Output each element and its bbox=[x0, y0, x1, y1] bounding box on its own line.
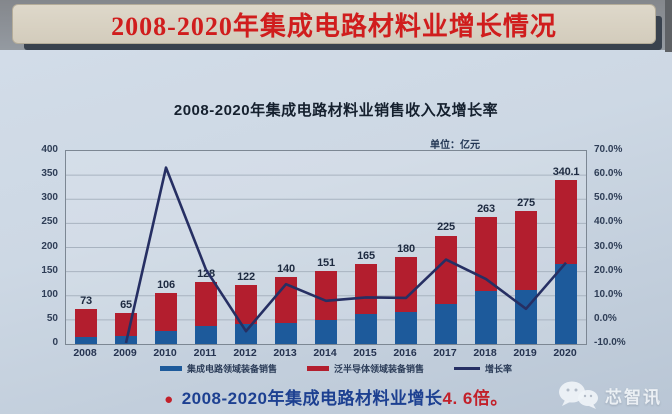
x-axis-label: 2016 bbox=[393, 347, 417, 359]
bar-segment-blue bbox=[315, 319, 337, 344]
legend-item: 泛半导体领域装备销售 bbox=[306, 362, 424, 375]
bar-value-label: 340.1 bbox=[552, 165, 580, 178]
bar-segment-red bbox=[555, 179, 577, 265]
bar-segment-blue bbox=[435, 303, 457, 344]
annotation-text: 2008-2020年集成电路材料业增长 bbox=[181, 389, 443, 408]
bar-value-label: 225 bbox=[437, 221, 455, 234]
bar-segment-red bbox=[275, 276, 297, 323]
y-axis-tick-right: 60.0% bbox=[594, 168, 623, 180]
chat-bubbles-icon bbox=[559, 381, 598, 409]
x-axis-label: 2015 bbox=[353, 347, 377, 359]
bullet-icon: ● bbox=[164, 391, 174, 408]
x-axis-label: 2008 bbox=[73, 347, 97, 359]
y-axis-tick-left: 250 bbox=[41, 216, 58, 228]
growth-rate-line-layer bbox=[124, 166, 567, 344]
x-axis-label: 2011 bbox=[193, 347, 217, 359]
x-axis-label: 2012 bbox=[233, 347, 257, 359]
bar-value-label: 106 bbox=[157, 278, 175, 291]
watermark: 芯智讯 bbox=[558, 380, 662, 410]
bar-value-label: 65 bbox=[120, 298, 132, 311]
y-axis-tick-right: 70.0% bbox=[594, 144, 623, 155]
y-axis-tick-left: 400 bbox=[41, 144, 58, 155]
y-axis-tick-left: 150 bbox=[41, 264, 58, 276]
x-axis-label: 2010 bbox=[153, 347, 177, 359]
bar-segment-blue bbox=[275, 322, 297, 344]
watermark-text: 芯智讯 bbox=[605, 387, 662, 407]
bar-segment-blue bbox=[155, 331, 177, 344]
growth-rate-line bbox=[124, 166, 567, 344]
y-axis-tick-right: 30.0% bbox=[594, 240, 623, 252]
legend-item: 增长率 bbox=[454, 362, 512, 375]
x-axis-label: 2019 bbox=[513, 347, 537, 359]
annotation-highlight: 4. 6倍。 bbox=[442, 389, 508, 408]
slide-title: 2008-2020年集成电路材料业增长情况 bbox=[111, 11, 557, 41]
y-axis-tick-right: 0.0% bbox=[594, 312, 617, 324]
plot-area: 73 65 106 128 122 140 151 165 180 225 263 275 340.1 bbox=[65, 150, 587, 345]
chart-unit-label: 单位：亿元 bbox=[430, 140, 480, 151]
y-axis-tick-right: 10.0% bbox=[594, 288, 623, 300]
legend-swatch-line bbox=[454, 367, 480, 370]
y-axis-tick-left: 300 bbox=[41, 192, 58, 204]
summary-annotation: ● 2008-2020年集成电路材料业增长4. 6倍。 bbox=[0, 384, 672, 409]
y-axis-tick-right: 40.0% bbox=[594, 216, 623, 228]
bar-value-label: 263 bbox=[477, 203, 495, 216]
bar-segment-red bbox=[355, 264, 377, 315]
bar-segment-blue bbox=[195, 325, 217, 344]
bar-segment-red bbox=[475, 217, 497, 291]
slide-title-banner: 2008-2020年集成电路材料业增长情况 bbox=[12, 4, 656, 44]
bar-segment-red bbox=[315, 271, 337, 320]
bar-value-label: 180 bbox=[397, 243, 415, 256]
y-axis-tick-left: 200 bbox=[41, 240, 58, 252]
bar-segment-red bbox=[155, 292, 177, 331]
y-axis-tick-left: 50 bbox=[46, 312, 58, 324]
bar-value-label: 275 bbox=[517, 197, 535, 210]
bar-segment-blue bbox=[235, 323, 257, 344]
legend-swatch-red bbox=[306, 366, 329, 371]
bar-value-label: 151 bbox=[317, 257, 335, 270]
bar-segment-red bbox=[235, 285, 257, 324]
bar-segment-red bbox=[195, 282, 217, 326]
bar-segment-red bbox=[75, 308, 97, 337]
bar-segment-blue bbox=[355, 314, 377, 344]
y-axis-tick-right: -10.0% bbox=[594, 337, 626, 348]
bar-segment-blue bbox=[555, 264, 577, 344]
legend-item: 集成电路领域装备销售 bbox=[159, 362, 277, 375]
legend-label: 增长率 bbox=[485, 364, 513, 374]
y-axis-tick-right: 20.0% bbox=[594, 264, 623, 276]
bar-value-label: 165 bbox=[357, 250, 375, 263]
x-axis-label: 2009 bbox=[113, 347, 137, 359]
x-axis-label: 2017 bbox=[433, 347, 457, 359]
x-axis-label: 2014 bbox=[313, 347, 337, 359]
bar-segment-blue bbox=[75, 336, 97, 344]
x-axis-label: 2020 bbox=[553, 347, 577, 359]
y-axis-tick-right: 50.0% bbox=[594, 192, 623, 204]
chart-title: 2008-2020年集成电路材料业销售收入及增长率 bbox=[173, 102, 499, 119]
bar-segment-blue bbox=[395, 312, 417, 344]
legend-label: 集成电路领域装备销售 bbox=[186, 364, 277, 374]
photo-edge-shadow bbox=[665, 0, 672, 52]
chart-legend: 集成电路领域装备销售 泛半导体领域装备销售 增长率 bbox=[0, 362, 672, 375]
y-axis-tick-left: 100 bbox=[41, 288, 58, 300]
bar-segment-blue bbox=[475, 290, 497, 344]
x-axis-label: 2018 bbox=[473, 347, 497, 359]
bar-segment-red bbox=[435, 235, 457, 304]
bar-segment-red bbox=[515, 211, 537, 290]
bar-value-label: 73 bbox=[80, 294, 92, 307]
legend-label: 泛半导体领域装备销售 bbox=[333, 364, 424, 374]
y-axis-tick-left: 350 bbox=[41, 168, 58, 180]
bar-value-label: 140 bbox=[277, 262, 295, 275]
x-axis-label: 2013 bbox=[273, 347, 297, 359]
legend-swatch-blue bbox=[159, 366, 182, 371]
y-axis-tick-left: 0 bbox=[52, 337, 58, 348]
bar-value-label: 122 bbox=[237, 271, 255, 284]
